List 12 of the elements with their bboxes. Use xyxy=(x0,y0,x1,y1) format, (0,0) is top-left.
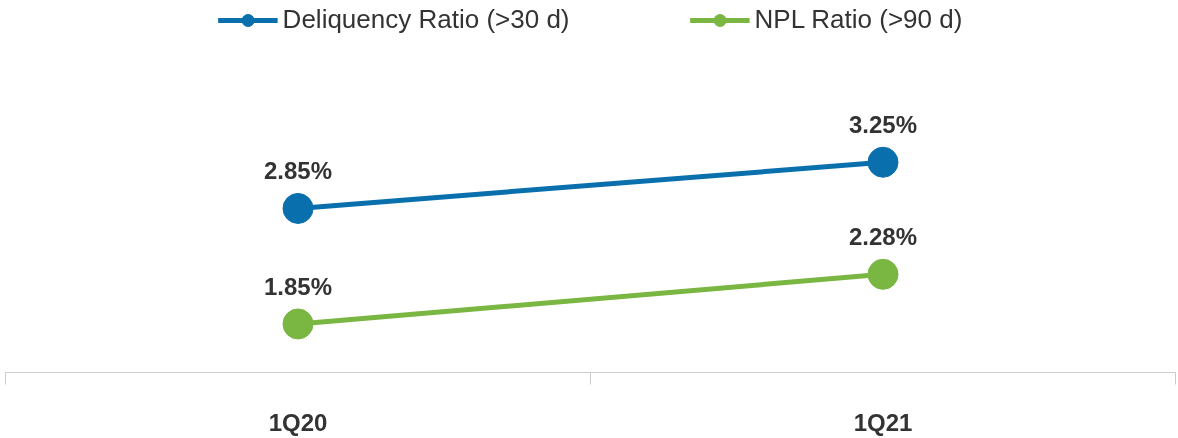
legend-label: Deliquency Ratio (>30 d) xyxy=(282,4,570,35)
x-tick-label: 1Q21 xyxy=(853,408,913,436)
legend-label: NPL Ratio (>90 d) xyxy=(754,4,963,35)
data-label: 1.85% xyxy=(263,272,333,300)
data-label: 2.85% xyxy=(263,157,333,185)
x-tick-label: 1Q20 xyxy=(268,408,328,436)
point xyxy=(867,258,899,290)
point xyxy=(867,146,899,178)
point xyxy=(282,192,314,224)
data-label: 2.28% xyxy=(848,223,918,251)
data-label: 3.25% xyxy=(848,111,918,139)
point xyxy=(282,308,314,340)
